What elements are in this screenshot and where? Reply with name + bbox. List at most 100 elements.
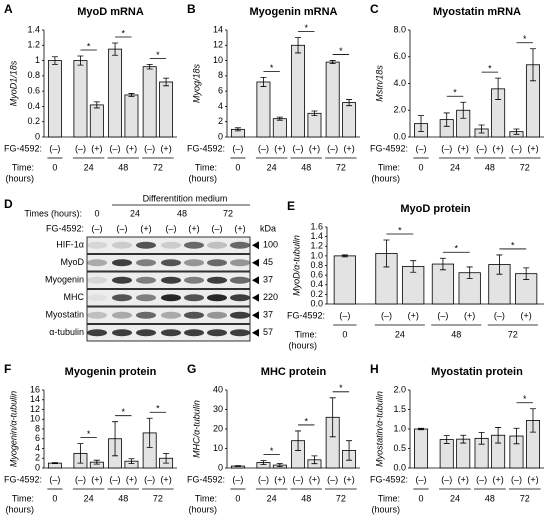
- arrow: [252, 258, 259, 267]
- significance-label: *: [270, 63, 274, 73]
- time-label: 48: [177, 208, 187, 218]
- category-label: (–): [416, 143, 427, 153]
- y-tick-label: 0.6: [27, 86, 40, 96]
- category-label: (+): [309, 143, 320, 153]
- category-label: (+): [126, 143, 137, 153]
- group-label: 48: [118, 162, 128, 172]
- protein-label: Myogenin: [45, 275, 84, 285]
- category-label: (–): [232, 143, 243, 153]
- y-axis-label: MyoD/α-tubulin: [291, 235, 301, 296]
- error-bar: [346, 99, 353, 107]
- bar: [73, 60, 88, 138]
- y-tick-label: 1.5: [393, 404, 406, 414]
- band: [112, 259, 132, 267]
- category-label: (–): [293, 474, 304, 484]
- group-label: 72: [153, 493, 163, 503]
- significance-label: *: [270, 446, 274, 456]
- arrow: [252, 293, 259, 302]
- y-tick-label: 0: [35, 131, 40, 141]
- band: [161, 311, 181, 319]
- y-axis-label: Myostatin/α-tubulin: [374, 391, 384, 467]
- chart-title: MHC protein: [261, 366, 327, 378]
- y-tick-label: 4.0: [393, 78, 406, 88]
- category-label: (–): [381, 310, 392, 320]
- significance-label: *: [156, 404, 160, 414]
- error-bar: [523, 267, 530, 280]
- y-tick-label: 30: [213, 404, 223, 414]
- category-label: (+): [126, 474, 137, 484]
- panel-label: B: [187, 2, 196, 16]
- kda-value: 100: [263, 240, 278, 250]
- group-label: 24: [84, 162, 94, 172]
- time-label: 0: [94, 208, 99, 218]
- y-tick-label: 0: [35, 462, 40, 472]
- category-label: (+): [274, 474, 285, 484]
- group-label: 24: [450, 493, 460, 503]
- error-bar: [341, 254, 348, 258]
- y-tick-label: 1.0: [310, 250, 323, 260]
- category-label: (–): [339, 310, 350, 320]
- error-bar: [439, 257, 446, 271]
- category-label: (–): [49, 143, 60, 153]
- chart-title: Myogenin mRNA: [250, 6, 338, 18]
- group-label: 24: [84, 493, 94, 503]
- error-bar: [529, 48, 536, 82]
- band: [184, 311, 204, 319]
- lane-label: (–): [92, 223, 103, 233]
- band: [207, 311, 227, 319]
- category-label: (–): [327, 474, 338, 484]
- y-tick-label: 16: [30, 384, 40, 394]
- panel-label: H: [370, 362, 379, 376]
- error-bar: [146, 417, 153, 448]
- category-label: (+): [527, 474, 538, 484]
- band: [136, 329, 156, 337]
- y-tick-label: 8: [35, 423, 40, 433]
- error-bar: [495, 77, 502, 100]
- category-label: (–): [511, 474, 522, 484]
- group-label: 48: [451, 329, 461, 339]
- bar: [124, 94, 139, 138]
- y-tick-label: 0.0: [393, 131, 406, 141]
- significance-label: *: [304, 416, 308, 426]
- group-label: 72: [508, 329, 518, 339]
- row-label: Time:: [195, 493, 217, 503]
- y-tick-label: 1.2: [27, 40, 40, 50]
- panel-label: A: [4, 2, 13, 16]
- error-bar: [260, 460, 267, 465]
- treatment-row-label: FG-4592:: [46, 223, 84, 233]
- significance-label: *: [453, 88, 457, 98]
- category-label: (–): [437, 310, 448, 320]
- band: [207, 329, 227, 337]
- protein-label: MyoD: [60, 257, 84, 267]
- group-label: 24: [395, 329, 405, 339]
- error-bar: [311, 455, 318, 465]
- band: [87, 276, 107, 284]
- y-axis-label: Myogenin/α-tubulin: [8, 391, 18, 467]
- band: [112, 241, 132, 249]
- lane-label: (+): [140, 223, 151, 233]
- y-tick-label: 2.0: [393, 384, 406, 394]
- protein-label: MHC: [64, 292, 85, 302]
- kda-value: 57: [263, 327, 273, 337]
- y-tick-label: 1: [35, 55, 40, 65]
- band: [161, 276, 181, 284]
- significance-label: *: [511, 240, 515, 250]
- y-tick-label: 0.2: [27, 116, 40, 126]
- kda-value: 220: [263, 292, 278, 302]
- category-label: (–): [416, 474, 427, 484]
- category-label: (–): [441, 474, 452, 484]
- kda-value: 37: [263, 275, 273, 285]
- significance-label: *: [156, 50, 160, 60]
- category-label: (–): [441, 143, 452, 153]
- lane-label: (+): [234, 223, 245, 233]
- band: [207, 241, 227, 249]
- group-label: 48: [118, 493, 128, 503]
- row-label: (hours): [188, 504, 217, 514]
- row-label: (hours): [371, 173, 400, 183]
- protein-label: HIF-1α: [56, 240, 84, 250]
- row-label: Time:: [195, 162, 217, 172]
- bar: [307, 112, 322, 138]
- category-label: (+): [309, 474, 320, 484]
- band: [230, 329, 250, 337]
